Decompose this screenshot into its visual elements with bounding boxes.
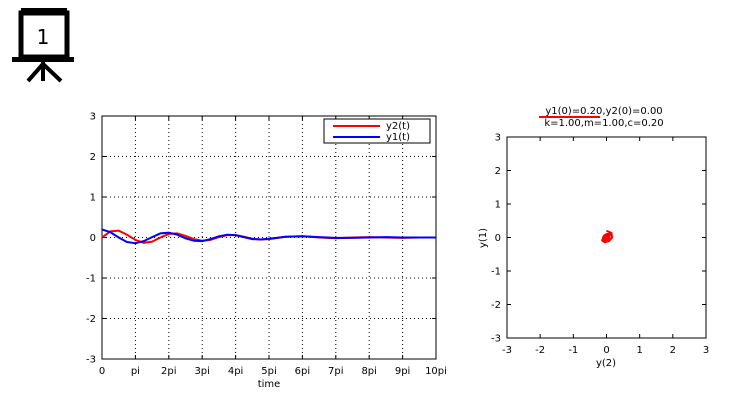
y-tick-label: 0 <box>495 233 501 244</box>
phase-plot-trajectory <box>601 229 614 244</box>
x-tick-label: -2 <box>535 345 545 356</box>
slide-number: 1 <box>37 25 50 49</box>
legend-label-y1: y1(t) <box>386 132 410 143</box>
y-tick-label: -1 <box>86 274 96 285</box>
time-plot-series <box>101 228 436 245</box>
x-tick-label: 8pi <box>361 366 377 377</box>
x-tick-label: 9pi <box>395 366 411 377</box>
x-tick-label: pi <box>131 366 140 377</box>
y-tick-label: -2 <box>86 314 96 325</box>
x-tick-label: 4pi <box>228 366 244 377</box>
x-tick-label: -1 <box>568 345 578 356</box>
x-tick-label: 6pi <box>295 366 311 377</box>
y-tick-label: 0 <box>90 233 96 244</box>
legend-box <box>323 118 431 144</box>
time-plot-legend: y2(t) y1(t) <box>323 118 431 144</box>
y-tick-label: -2 <box>491 300 501 311</box>
y-tick-label: 1 <box>495 200 501 211</box>
x-tick-label: 0 <box>603 345 609 356</box>
x-tick-label: -3 <box>502 345 512 356</box>
x-tick-label: 0 <box>99 366 105 377</box>
y-tick-label: -3 <box>491 334 501 345</box>
series-line-y1t <box>101 228 436 245</box>
phase-portrait-chart: y1(0)=0.20,y2(0)=0.00 k=1.00,m=1.00,c=0.… <box>478 106 709 369</box>
x-tick-label: 2pi <box>161 366 177 377</box>
time-axis-label: time <box>258 379 281 390</box>
x-tick-label: 10pi <box>425 366 447 377</box>
phase-current-point <box>602 233 611 242</box>
y-tick-label: 3 <box>495 133 501 144</box>
y-tick-label: -1 <box>491 267 501 278</box>
time-plot-grid <box>102 116 436 359</box>
y-tick-label: 1 <box>90 193 96 204</box>
y-tick-label: 2 <box>495 166 501 177</box>
y-tick-label: 2 <box>90 152 96 163</box>
x-tick-label: 3pi <box>194 366 210 377</box>
phase-title-line-2: k=1.00,m=1.00,c=0.20 <box>544 118 663 129</box>
x-tick-label: 5pi <box>261 366 277 377</box>
x-tick-label: 3 <box>703 345 709 356</box>
y-tick-label: 3 <box>90 112 96 123</box>
phase-plot-ticks: -3 -2 -1 0 1 2 3 3 2 1 0 -1 -2 -3 <box>491 133 709 357</box>
phase-y-axis-label: y(1) <box>478 228 489 248</box>
x-tick-label: 1 <box>636 345 642 356</box>
phase-title-line-1: y1(0)=0.20,y2(0)=0.00 <box>545 106 662 117</box>
time-series-chart: 0 pi 2pi 3pi 4pi 5pi 6pi 7pi 8pi 9pi 10pi 3 2 1 0 -1 -2 -… <box>86 112 447 391</box>
projector-screen-icon: 1 <box>12 8 74 83</box>
time-plot-ticks: 0 pi 2pi 3pi 4pi 5pi 6pi 7pi 8pi 9pi 10pi 3 2 1 0 -1 -2 -… <box>86 112 447 378</box>
x-tick-label: 2 <box>670 345 676 356</box>
legend-label-y2: y2(t) <box>386 121 410 132</box>
y-tick-label: -3 <box>86 355 96 366</box>
x-tick-label: 7pi <box>328 366 344 377</box>
phase-x-axis-label: y(2) <box>596 358 616 369</box>
